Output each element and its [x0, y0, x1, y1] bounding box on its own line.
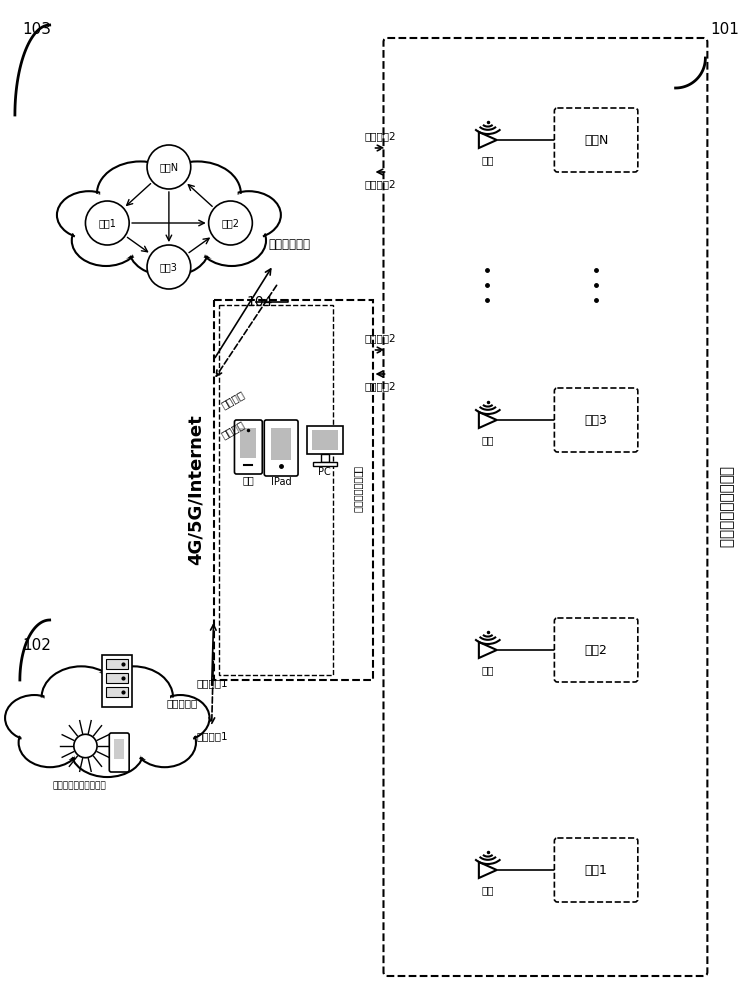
Ellipse shape — [198, 215, 266, 266]
Text: 上行链蠅2: 上行链蠅2 — [364, 381, 396, 391]
FancyBboxPatch shape — [109, 733, 129, 772]
Ellipse shape — [54, 676, 160, 760]
Ellipse shape — [42, 666, 121, 729]
Bar — [106, 673, 128, 683]
Text: 区块链节点云: 区块链节点云 — [269, 238, 310, 251]
Text: 104: 104 — [246, 295, 273, 309]
Ellipse shape — [106, 168, 232, 262]
Text: 节点2: 节点2 — [585, 644, 607, 656]
Bar — [321, 454, 329, 462]
Text: 手机: 手机 — [242, 475, 254, 485]
FancyBboxPatch shape — [554, 388, 638, 452]
Ellipse shape — [153, 697, 207, 739]
Ellipse shape — [110, 172, 227, 258]
Ellipse shape — [110, 696, 188, 757]
Text: 天线: 天线 — [482, 435, 494, 445]
Ellipse shape — [50, 673, 165, 763]
Bar — [213, 300, 372, 680]
Bar — [106, 659, 128, 669]
FancyBboxPatch shape — [554, 838, 638, 902]
Ellipse shape — [169, 190, 260, 257]
Ellipse shape — [71, 725, 144, 777]
Ellipse shape — [5, 695, 63, 741]
Ellipse shape — [219, 193, 278, 237]
Ellipse shape — [57, 191, 121, 239]
Text: 101: 101 — [710, 22, 739, 37]
Bar — [114, 739, 124, 759]
Bar — [272, 428, 291, 460]
Text: 区兆2: 区兆2 — [222, 218, 239, 228]
Circle shape — [147, 245, 191, 289]
Circle shape — [147, 145, 191, 189]
Ellipse shape — [7, 697, 61, 739]
FancyBboxPatch shape — [264, 420, 298, 476]
Text: 区兆3: 区兆3 — [160, 262, 178, 272]
Ellipse shape — [24, 693, 107, 759]
Ellipse shape — [132, 224, 206, 274]
FancyBboxPatch shape — [383, 38, 707, 976]
Text: 天线: 天线 — [482, 885, 494, 895]
Ellipse shape — [200, 217, 263, 264]
Text: 上行链蠅2: 上行链蠅2 — [364, 179, 396, 189]
Text: 其它支持联网设备: 其它支持联网设备 — [354, 466, 363, 514]
Ellipse shape — [81, 192, 166, 255]
Circle shape — [209, 201, 252, 245]
Text: 上行链路: 上行链路 — [220, 389, 246, 411]
Text: 天线: 天线 — [482, 665, 494, 675]
Ellipse shape — [78, 190, 169, 257]
Ellipse shape — [154, 161, 241, 226]
Text: 区块1: 区块1 — [98, 218, 116, 228]
Ellipse shape — [72, 215, 140, 266]
Text: 下行链路: 下行链路 — [220, 419, 246, 441]
Ellipse shape — [136, 720, 194, 765]
FancyBboxPatch shape — [554, 618, 638, 682]
Text: 上行链蠅1: 上行链蠅1 — [197, 678, 228, 688]
Ellipse shape — [97, 161, 184, 226]
Bar — [102, 655, 132, 707]
Text: 下行链蠅2: 下行链蠅2 — [364, 333, 396, 343]
Ellipse shape — [75, 217, 138, 264]
Text: 下行链蠅1: 下行链蠅1 — [197, 731, 228, 741]
Ellipse shape — [19, 718, 81, 767]
Ellipse shape — [94, 666, 173, 729]
Ellipse shape — [151, 695, 210, 741]
Text: 102: 102 — [22, 638, 51, 653]
Ellipse shape — [217, 191, 280, 239]
Text: IPad: IPad — [271, 477, 292, 487]
Ellipse shape — [21, 720, 79, 765]
Ellipse shape — [107, 693, 191, 759]
Ellipse shape — [74, 727, 141, 775]
Text: 天线: 天线 — [482, 155, 494, 165]
Bar — [307, 426, 342, 454]
Text: 节点3: 节点3 — [585, 414, 607, 426]
Ellipse shape — [134, 718, 196, 767]
Circle shape — [86, 201, 129, 245]
Text: 区块N: 区块N — [160, 162, 178, 172]
Text: 传感器终端节点网络: 传感器终端节点网络 — [718, 466, 733, 548]
Text: 数据存储、处理、融合: 数据存储、处理、融合 — [53, 782, 107, 790]
Bar — [106, 687, 128, 697]
Ellipse shape — [129, 222, 209, 276]
Text: PC: PC — [319, 467, 331, 477]
Ellipse shape — [100, 164, 181, 224]
FancyBboxPatch shape — [234, 420, 263, 474]
Text: 设备监护云: 设备监护云 — [167, 698, 198, 708]
Bar — [219, 305, 333, 675]
Circle shape — [74, 734, 97, 758]
Text: 下行链蠅2: 下行链蠅2 — [364, 131, 396, 141]
Text: 节点N: 节点N — [584, 133, 608, 146]
Ellipse shape — [27, 696, 104, 757]
Text: 4G/5G/Internet: 4G/5G/Internet — [186, 415, 204, 565]
Bar — [312, 430, 338, 450]
Ellipse shape — [60, 193, 119, 237]
Text: 节点1: 节点1 — [585, 863, 607, 876]
Bar — [240, 428, 257, 458]
Text: 103: 103 — [22, 22, 51, 37]
Ellipse shape — [172, 192, 257, 255]
FancyBboxPatch shape — [554, 108, 638, 172]
Ellipse shape — [157, 164, 238, 224]
Bar — [313, 462, 336, 466]
Ellipse shape — [45, 669, 118, 726]
Ellipse shape — [97, 669, 170, 726]
